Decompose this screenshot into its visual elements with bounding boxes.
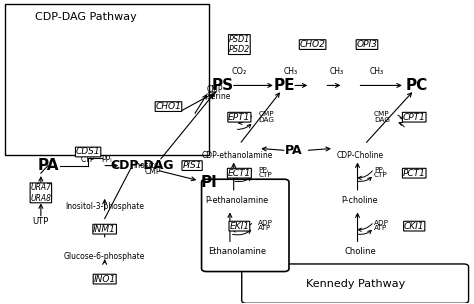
Text: INM1: INM1 xyxy=(93,225,116,234)
Text: CHO1: CHO1 xyxy=(155,102,182,111)
Text: Serine: Serine xyxy=(206,92,231,101)
Text: Inositol-3-phosphate: Inositol-3-phosphate xyxy=(65,202,144,211)
Text: OPI3: OPI3 xyxy=(356,40,377,49)
Text: ADP: ADP xyxy=(258,219,273,226)
Text: PPᵢ: PPᵢ xyxy=(374,167,384,173)
Text: PIS1: PIS1 xyxy=(182,161,202,170)
Text: CTP: CTP xyxy=(81,155,95,164)
Text: Glucose-6-phosphate: Glucose-6-phosphate xyxy=(64,252,146,261)
Text: CMP: CMP xyxy=(145,167,161,176)
Text: ATP: ATP xyxy=(374,225,387,231)
Text: URA7
URA8: URA7 URA8 xyxy=(30,183,51,202)
Text: CTP: CTP xyxy=(374,172,388,178)
Text: Inositol: Inositol xyxy=(133,161,161,170)
Text: PS: PS xyxy=(212,78,234,93)
Text: CDP-Choline: CDP-Choline xyxy=(337,150,383,160)
Text: CDP-DAG Pathway: CDP-DAG Pathway xyxy=(35,12,137,22)
Text: DAG: DAG xyxy=(258,117,274,123)
Text: CDP-ethanolamine: CDP-ethanolamine xyxy=(201,150,273,160)
Text: CKI1: CKI1 xyxy=(404,222,425,231)
Text: ATP: ATP xyxy=(258,225,272,231)
Text: CH₃: CH₃ xyxy=(369,67,383,76)
Text: P-ethanolamine: P-ethanolamine xyxy=(205,196,269,205)
Text: EKI1: EKI1 xyxy=(229,222,249,231)
Text: CMP: CMP xyxy=(206,85,223,95)
Text: Choline: Choline xyxy=(344,247,376,256)
Text: Kennedy Pathway: Kennedy Pathway xyxy=(306,279,405,288)
Text: DAG: DAG xyxy=(374,117,390,123)
Text: CH₃: CH₃ xyxy=(284,67,298,76)
Text: PPᵢ: PPᵢ xyxy=(102,155,112,164)
Text: PCT1: PCT1 xyxy=(403,169,426,178)
FancyBboxPatch shape xyxy=(5,4,209,155)
Text: P-choline: P-choline xyxy=(342,196,378,205)
Text: CDS1: CDS1 xyxy=(76,147,100,157)
Text: PSD1
PSD2: PSD1 PSD2 xyxy=(229,35,250,54)
FancyBboxPatch shape xyxy=(242,264,469,303)
Text: CMP: CMP xyxy=(374,111,390,117)
Text: CPT1: CPT1 xyxy=(403,113,426,122)
Text: PA: PA xyxy=(285,144,302,157)
Text: PI: PI xyxy=(201,175,217,190)
Text: CMP: CMP xyxy=(258,111,274,117)
Text: ECT1: ECT1 xyxy=(228,169,251,178)
Text: Ethanolamine: Ethanolamine xyxy=(208,247,266,256)
Text: UTP: UTP xyxy=(33,217,49,226)
Text: PPᵢ: PPᵢ xyxy=(258,167,268,173)
Text: CH₃: CH₃ xyxy=(329,67,343,76)
Text: CO₂: CO₂ xyxy=(232,67,247,76)
Text: EPT1: EPT1 xyxy=(228,113,251,122)
Text: INO1: INO1 xyxy=(93,275,116,284)
FancyBboxPatch shape xyxy=(201,179,289,271)
Text: CDP-DAG: CDP-DAG xyxy=(111,159,174,172)
Text: PC: PC xyxy=(405,78,428,93)
Text: PE: PE xyxy=(273,78,295,93)
Text: ADP: ADP xyxy=(374,219,389,226)
Text: CHO2: CHO2 xyxy=(300,40,326,49)
Text: PA: PA xyxy=(37,158,59,173)
Text: CTP: CTP xyxy=(258,172,272,178)
